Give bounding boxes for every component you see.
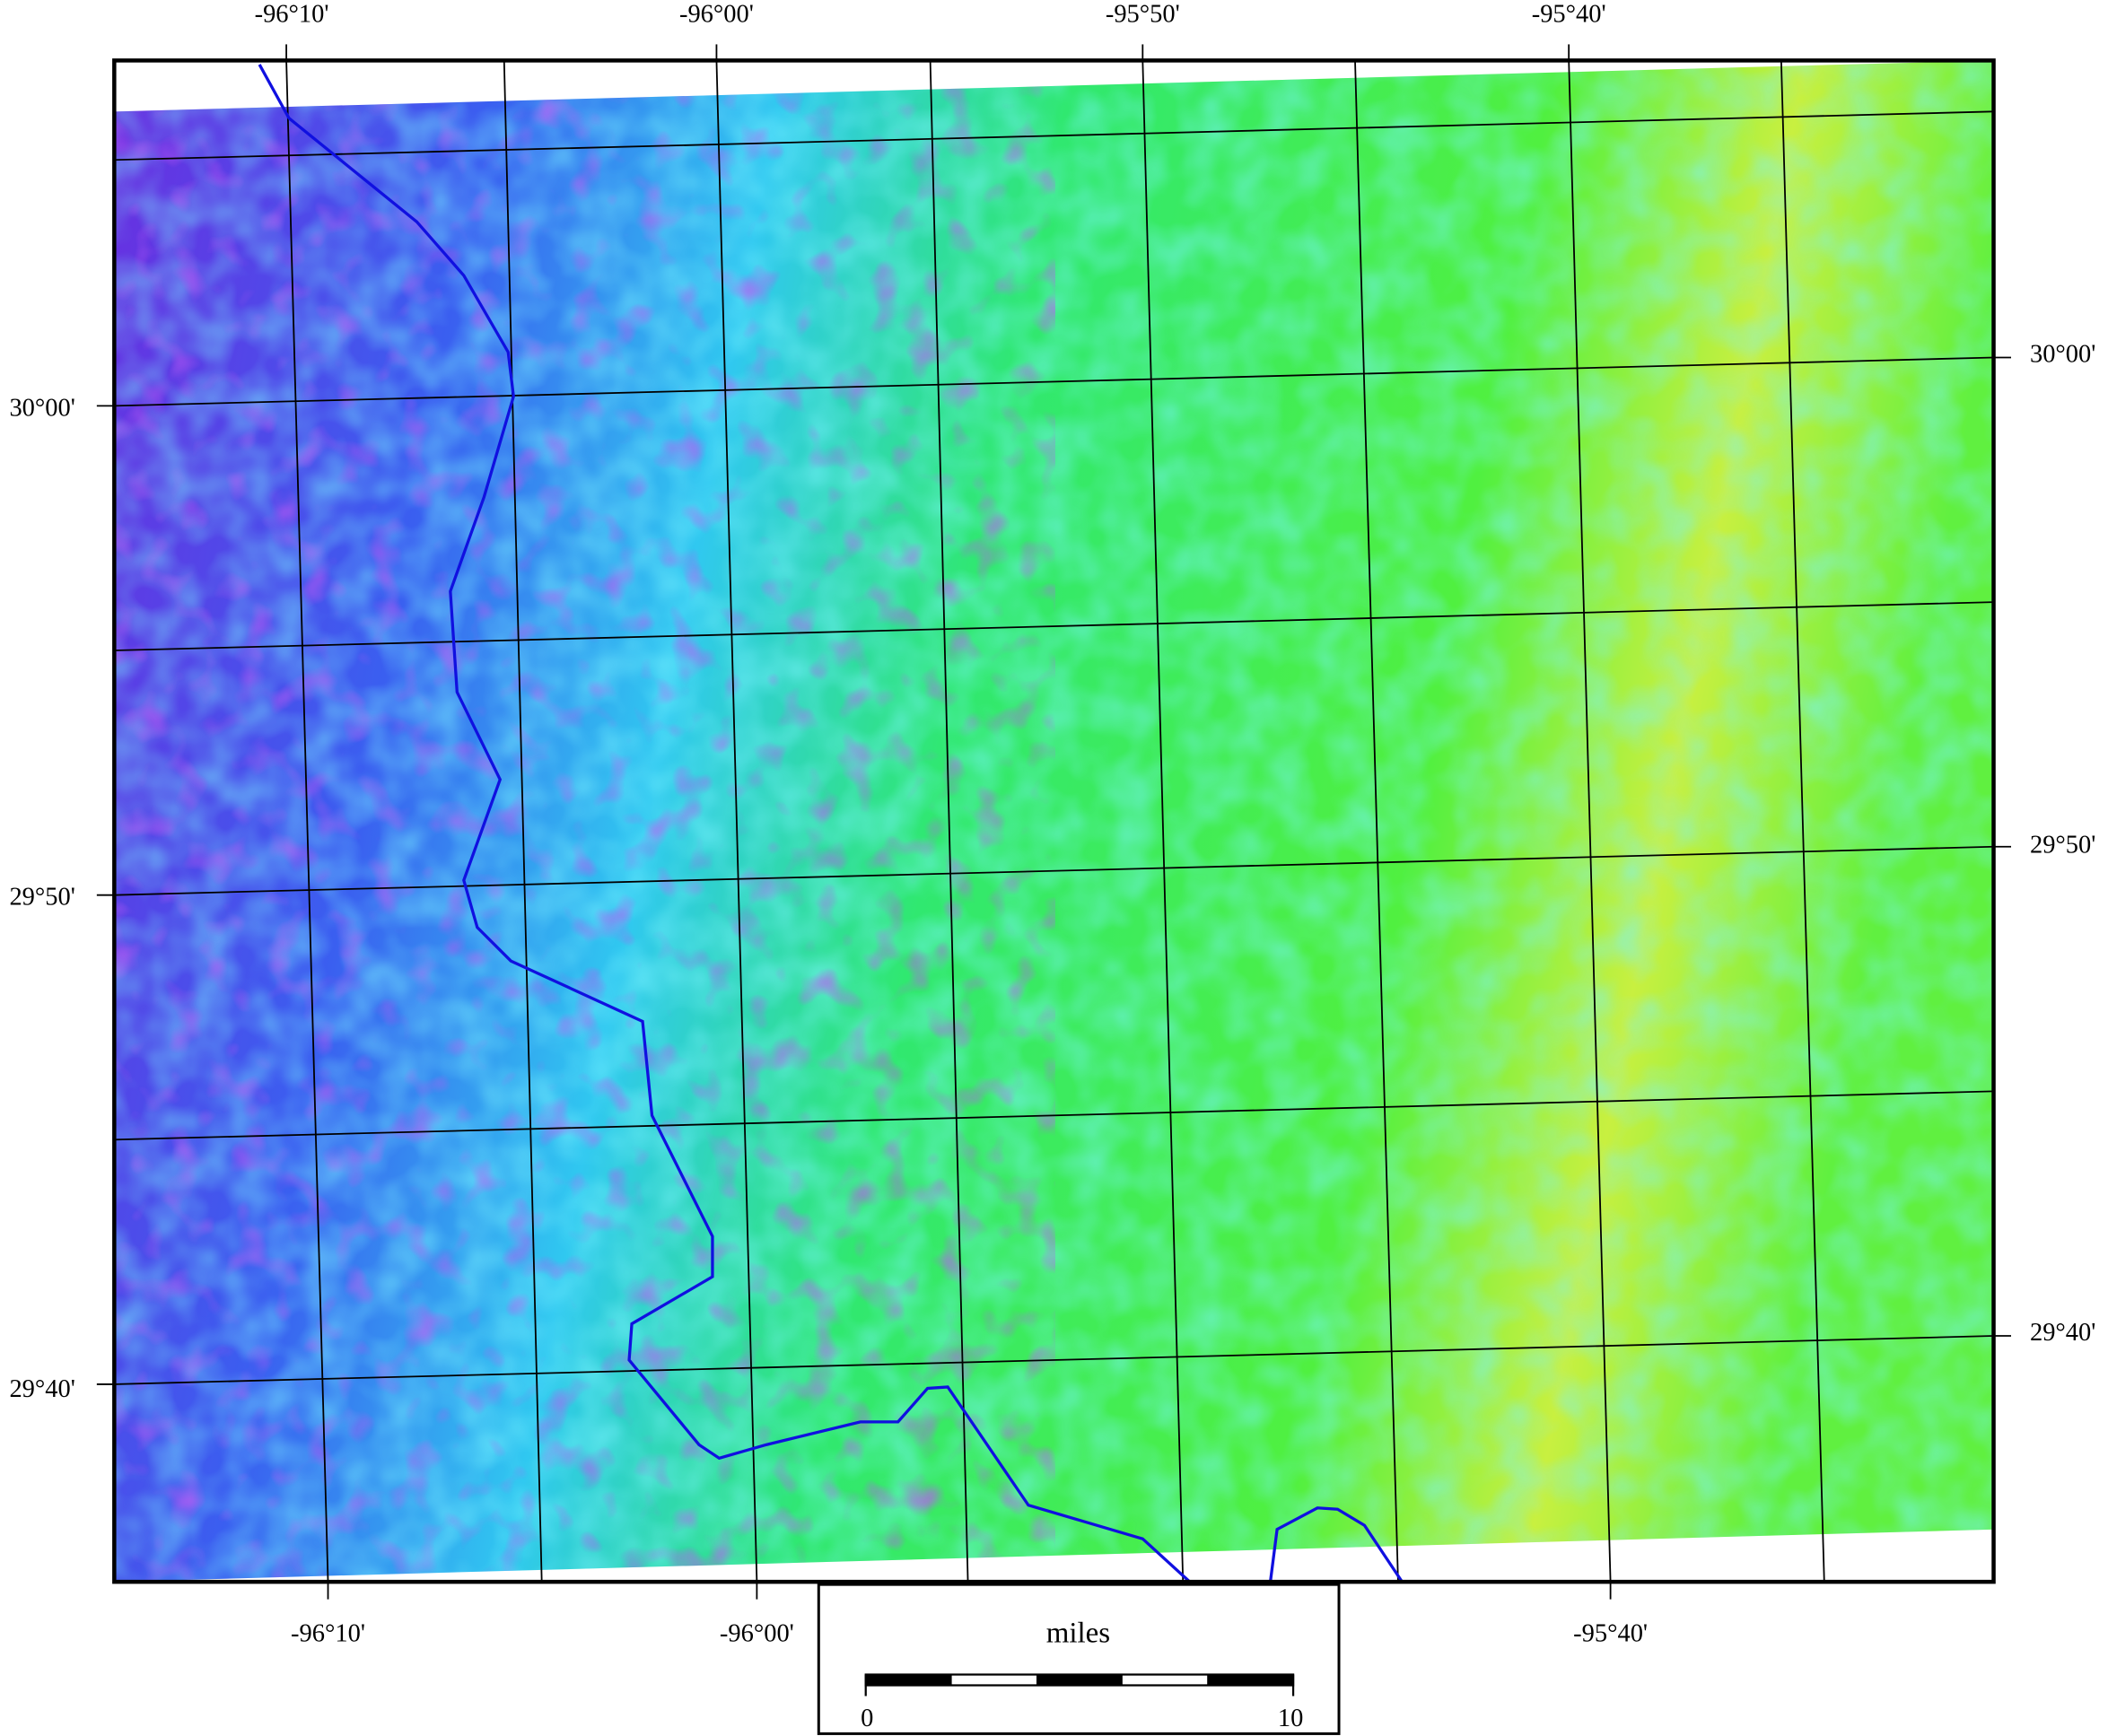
left-label: 29°50' bbox=[9, 884, 74, 912]
right-label: 29°50' bbox=[2030, 831, 2095, 859]
top-label: -95°50' bbox=[1106, 1, 1180, 29]
bottom-label: -95°40' bbox=[1573, 1620, 1648, 1648]
right-label: 30°00' bbox=[2030, 341, 2095, 369]
bottom-label: -96°00' bbox=[720, 1620, 794, 1648]
scale-start: 0 bbox=[861, 1705, 873, 1732]
raster bbox=[114, 60, 1994, 1583]
bottom-label: -96°10' bbox=[291, 1620, 365, 1648]
right-label: 29°40' bbox=[2030, 1319, 2095, 1347]
left-label: 29°40' bbox=[9, 1375, 74, 1403]
graticule bbox=[114, 60, 1994, 1583]
scale-bar: miles 0 10 bbox=[817, 1583, 1341, 1735]
map: -96°10' -96°00' -95°50' -95°40' -96°10' … bbox=[9, 1, 2095, 1735]
ticks bbox=[96, 44, 2012, 1600]
rivers bbox=[258, 64, 1404, 1583]
scale-end: 10 bbox=[1278, 1705, 1303, 1732]
left-label: 30°00' bbox=[9, 394, 74, 422]
top-label: -95°40' bbox=[1532, 1, 1606, 29]
top-label: -96°10' bbox=[255, 1, 329, 29]
top-label: -96°00' bbox=[679, 1, 754, 29]
scale-unit: miles bbox=[1046, 1618, 1110, 1650]
map-frame bbox=[112, 58, 1996, 1584]
